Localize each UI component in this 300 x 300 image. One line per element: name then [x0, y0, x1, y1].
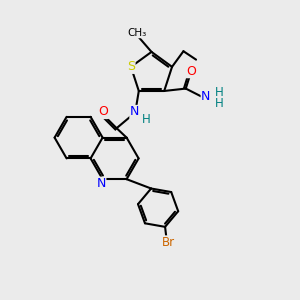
Text: S: S: [127, 60, 135, 73]
Text: Br: Br: [161, 236, 175, 249]
Text: CH₃: CH₃: [127, 28, 146, 38]
Text: N: N: [96, 177, 106, 190]
Text: O: O: [186, 65, 196, 78]
Text: H: H: [215, 97, 224, 110]
Text: N: N: [130, 106, 139, 118]
Text: H: H: [142, 113, 151, 126]
Text: H: H: [215, 86, 224, 99]
Text: O: O: [98, 106, 108, 118]
Text: N: N: [201, 91, 211, 103]
